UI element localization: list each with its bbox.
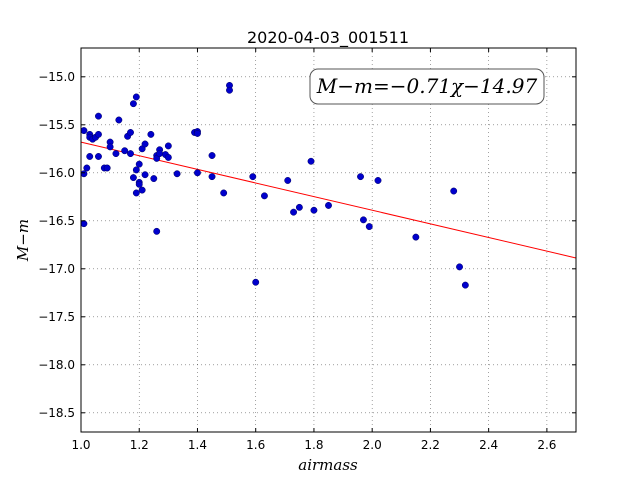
data-point [365,223,373,231]
data-point [357,173,364,181]
data-point [153,227,161,235]
data-point [156,150,164,158]
fit-line [80,141,577,259]
y-tick-label: −15.5 [38,118,75,132]
data-point [194,129,201,137]
y-tick-label: −18.5 [38,406,75,420]
data-point [138,186,146,194]
y-tick-label: −17.0 [38,262,75,276]
x-tick-label: 1.2 [130,438,149,452]
fit-annotation-box: M−m=−0.71χ−14.97 [309,68,545,105]
axis-ticks: 1.0 1.2 1.4 1.6 1.8 2.0 2.2 2.4 2.6 −15.0 −15.5 −16… [38,48,576,452]
x-tick-label: 2.2 [421,438,440,452]
data-point [135,160,143,168]
data-point [252,278,260,286]
fit-line-group [80,141,577,259]
data-point [129,174,137,182]
data-point [173,170,181,178]
y-tick-label: −17.5 [38,310,75,324]
data-point [359,216,367,224]
data-point [208,173,216,181]
data-point [150,175,158,183]
data-point [95,153,102,160]
data-point [310,206,318,214]
x-tick-label: 1.6 [246,438,265,452]
data-point [95,130,102,138]
data-point [260,192,268,200]
data-point [147,130,155,138]
data-point [141,140,149,148]
data-point [141,171,149,179]
data-point [80,170,88,178]
plot-area-frame [80,47,577,433]
x-tick-label: 1.8 [304,438,323,452]
data-point [121,147,129,155]
data-point [220,189,228,197]
data-point [83,164,91,172]
data-point [325,201,332,209]
data-point [374,177,382,184]
data-point [249,173,257,181]
data-point [127,129,134,136]
data-point [194,169,201,177]
grid [80,48,576,432]
data-point [132,166,140,174]
data-point [307,157,315,165]
data-point [226,86,233,94]
data-point [106,143,114,151]
data-point [80,220,88,228]
x-tick-label: 1.4 [188,438,207,452]
data-point [164,142,172,150]
chart-title: 2020-04-03_001511 [247,28,409,48]
y-axis-label: M−m [14,219,32,262]
data-point [208,152,216,159]
data-point [132,93,140,101]
data-point [129,100,137,108]
data-points [80,81,469,289]
data-point [80,127,88,135]
y-tick-label: −18.0 [38,358,75,372]
data-point [95,112,102,120]
data-point [115,116,123,124]
data-point [127,150,134,158]
data-point [456,263,463,271]
data-point [284,177,292,184]
annotation-box-frame [309,68,545,105]
data-point [412,233,420,241]
data-point [290,208,298,216]
data-point [103,164,111,172]
data-point [295,203,303,211]
x-tick-label: 2.4 [479,438,498,452]
x-tick-label: 2.6 [537,438,556,452]
fit-equation: M−m=−0.71χ−14.97 [316,74,538,98]
data-point [135,180,143,188]
x-tick-label: 1.0 [71,438,90,452]
data-point [164,153,172,161]
y-tick-label: −16.5 [38,214,75,228]
data-point [86,153,94,160]
data-point [112,150,120,158]
x-tick-label: 2.0 [363,438,382,452]
y-tick-label: −15.0 [38,70,75,84]
data-point [132,189,140,197]
data-point [461,281,469,289]
y-tick-label: −16.0 [38,166,75,180]
data-point [450,187,458,195]
x-axis-label: airmass [298,456,358,474]
